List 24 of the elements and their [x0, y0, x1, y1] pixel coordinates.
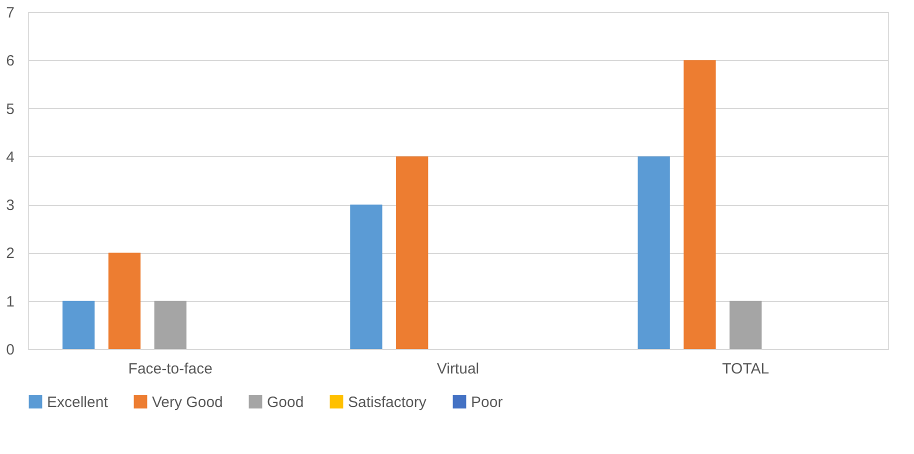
bar — [396, 156, 428, 349]
y-tick-label: 4 — [6, 148, 14, 166]
legend-label: Very Good — [152, 394, 223, 411]
bar — [684, 60, 716, 349]
legend-label: Satisfactory — [348, 394, 427, 411]
legend-label: Poor — [471, 394, 503, 411]
y-tick-label: 2 — [6, 245, 14, 262]
y-tick-label: 5 — [6, 100, 14, 118]
bar — [350, 204, 382, 349]
y-tick-label: 7 — [6, 4, 14, 22]
bar — [154, 300, 186, 349]
x-tick-label: TOTAL — [722, 360, 770, 378]
bar — [108, 252, 141, 349]
bar — [62, 300, 95, 349]
x-tick-label: Virtual — [436, 360, 480, 378]
bar — [638, 156, 670, 349]
y-tick-label: 6 — [6, 52, 14, 70]
y-tick-label: 0 — [6, 342, 14, 358]
legend-label: Good — [267, 394, 304, 411]
legend-label: Excellent — [47, 394, 109, 411]
y-tick-label: 3 — [6, 197, 14, 214]
y-tick-label: 1 — [6, 293, 14, 310]
bar — [730, 300, 762, 349]
x-tick-label: Face-to-face — [128, 360, 212, 378]
